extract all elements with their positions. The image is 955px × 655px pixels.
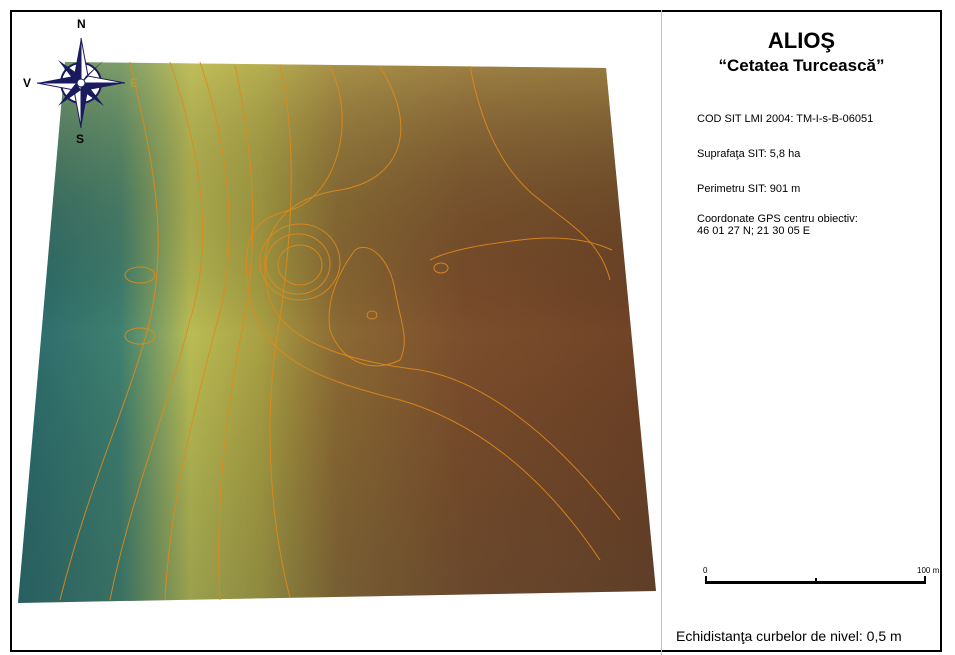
compass-west-label: V bbox=[23, 76, 32, 90]
contour-interval-note: Echidistanţa curbelor de nivel: 0,5 m bbox=[676, 628, 902, 644]
compass-east-label: E bbox=[130, 76, 139, 90]
scale-tick-start bbox=[705, 576, 707, 584]
site-perimeter: Perimetru SIT: 901 m bbox=[697, 183, 801, 195]
scale-tick-middle bbox=[815, 578, 817, 584]
compass-north-label: N bbox=[77, 17, 86, 31]
compass-rose bbox=[36, 37, 126, 129]
scale-tick-end bbox=[924, 576, 926, 584]
panel-divider bbox=[661, 10, 662, 655]
site-code: COD SIT LMI 2004: TM-I-s-B-06051 bbox=[697, 113, 874, 125]
scale-start-label: 0 bbox=[703, 566, 708, 575]
site-title: ALIOŞ bbox=[767, 28, 836, 53]
contour-lines bbox=[59, 61, 621, 601]
compass-south-label: S bbox=[76, 132, 85, 146]
gps-coordinates-value: 46 01 27 N; 21 30 05 E bbox=[697, 225, 811, 237]
scale-end-label: 100 m bbox=[917, 566, 940, 575]
site-subtitle: “Cetatea Turcească” bbox=[718, 56, 885, 75]
gps-coordinates-label: Coordonate GPS centru obiectiv: bbox=[697, 213, 858, 225]
site-area: Suprafaţa SIT: 5,8 ha bbox=[697, 148, 801, 160]
